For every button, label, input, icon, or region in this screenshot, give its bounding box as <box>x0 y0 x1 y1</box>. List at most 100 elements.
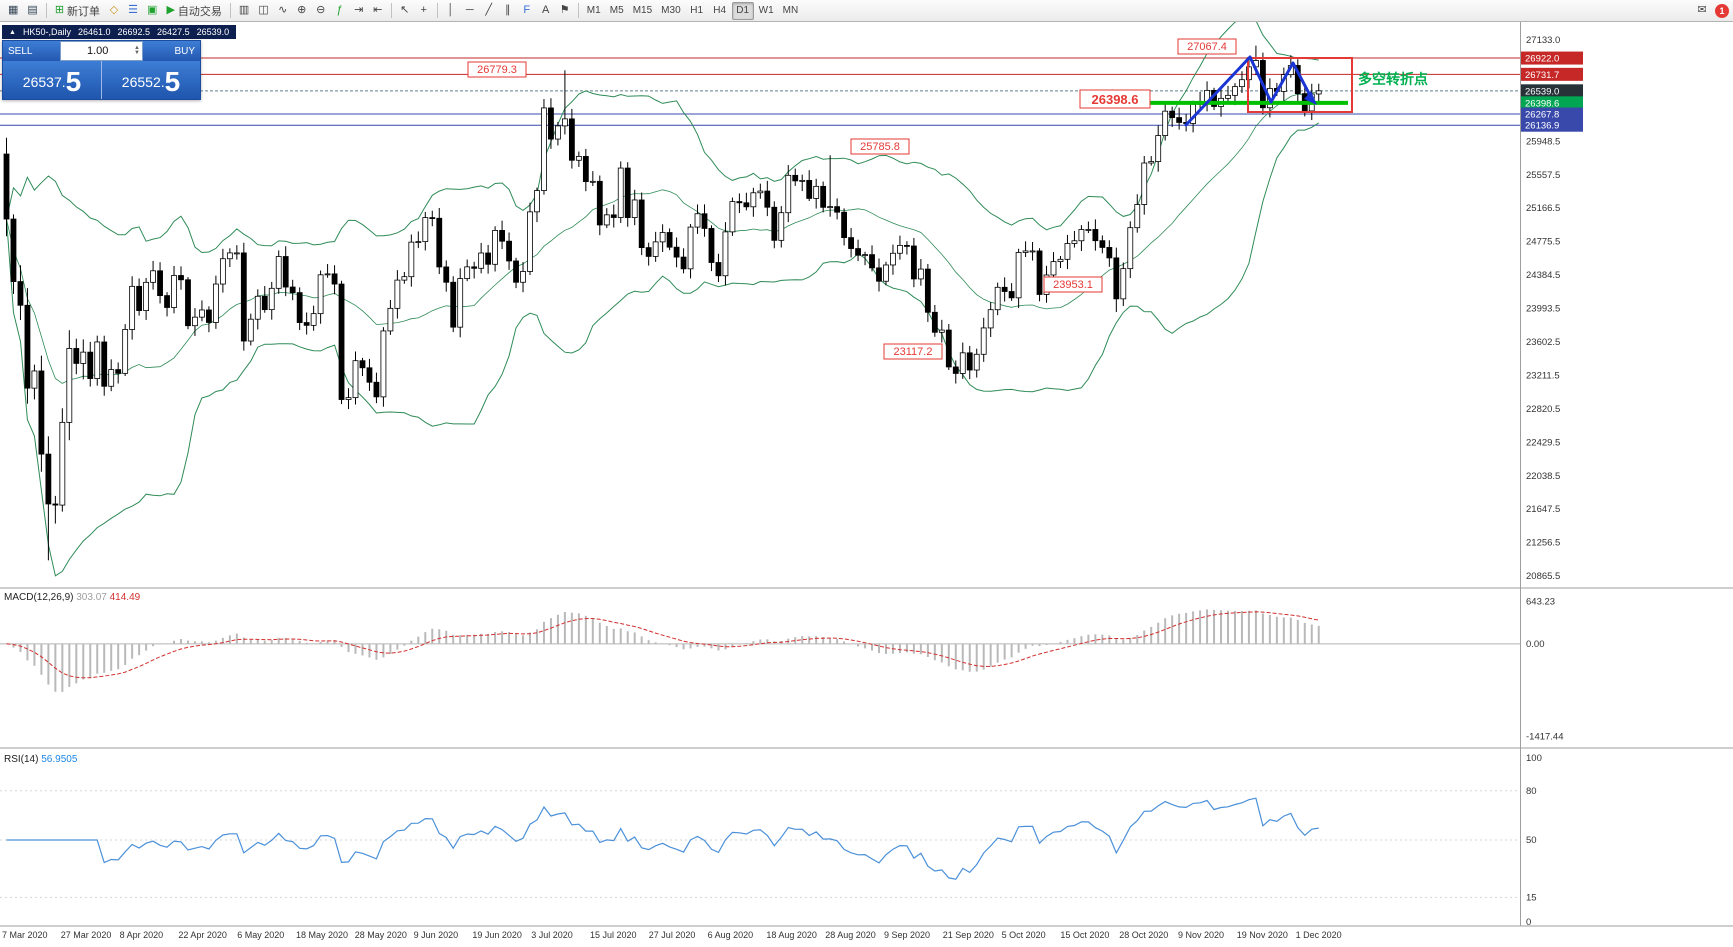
cursor-button[interactable]: ↖ <box>396 2 414 20</box>
date-axis-label: 9 Sep 2020 <box>884 930 930 940</box>
chart-canvas[interactable]: 26779.3 27067.4 26398.6 25785.8 23953.1 23117… <box>0 22 1733 947</box>
trendline-button[interactable]: ╱ <box>480 2 498 20</box>
arrows-tool-button[interactable]: ⚑ <box>556 2 574 20</box>
new-chart-icon: ▦ <box>8 4 19 16</box>
one-click-trading-panel: SELL 1.00 ▲ ▼ BUY 26537. 5 26552. 5 <box>2 40 201 100</box>
channel-button[interactable]: ∥ <box>499 2 517 20</box>
rsi-label: RSI(14) 56.9505 <box>4 754 78 765</box>
sell-price-main: 26537. <box>22 74 66 90</box>
terminal-button[interactable]: ▣ <box>143 2 161 20</box>
date-axis-label: 18 May 2020 <box>296 930 348 940</box>
date-axis-label: 8 Apr 2020 <box>120 930 164 940</box>
price-tag[interactable] <box>1521 84 1583 98</box>
chart-window: 26779.3 27067.4 26398.6 25785.8 23953.1 23117… <box>0 22 1733 947</box>
timeframe-m5-button[interactable]: M5 <box>606 2 628 20</box>
line-chart-icon: ∿ <box>278 4 288 16</box>
price-tag[interactable] <box>1521 67 1583 81</box>
crosshair-icon: + <box>420 4 427 16</box>
date-axis-label: 28 May 2020 <box>355 930 407 940</box>
fibonacci-button[interactable]: F <box>518 2 536 20</box>
highlight-rectangle[interactable] <box>1247 57 1353 113</box>
line-chart-button[interactable]: ∿ <box>274 2 292 20</box>
trend-arrow-head <box>1304 91 1317 105</box>
sell-price-button[interactable]: 26537. 5 <box>3 61 102 99</box>
buy-price-big-digit: 5 <box>164 66 181 97</box>
toolbar-separator <box>577 3 579 18</box>
timeframe-mn-button[interactable]: MN <box>779 2 803 20</box>
trend-arrow[interactable] <box>1183 55 1315 128</box>
volume-input[interactable]: 1.00 ▲ ▼ <box>60 41 143 61</box>
price-tag[interactable] <box>1521 107 1583 121</box>
price-axis-label: 25557.5 <box>1526 170 1560 181</box>
autotrade-play-icon: ▶ <box>166 4 175 16</box>
candles <box>3 45 1322 561</box>
date-axis-label: 21 Sep 2020 <box>943 930 994 940</box>
toolbar-separator <box>229 3 231 18</box>
auto-scroll-button[interactable]: ⇥ <box>350 2 368 20</box>
messages-icon: ✉ <box>1697 4 1707 16</box>
price-tag[interactable] <box>1521 118 1583 132</box>
notification-badge[interactable]: 1 <box>1715 3 1729 18</box>
price-annotation-box[interactable] <box>1043 276 1103 293</box>
price-annotation-box[interactable] <box>1079 89 1151 109</box>
navigator-button[interactable]: ☰ <box>124 2 142 20</box>
indicators-icon: ƒ <box>336 4 343 16</box>
timeframe-d1-button[interactable]: D1 <box>731 1 754 20</box>
timeframe-h1-button[interactable]: H1 <box>686 2 708 20</box>
timeframe-h4-button[interactable]: H4 <box>709 2 731 20</box>
market-watch-button[interactable]: ◇ <box>105 2 123 20</box>
price-tag[interactable] <box>1521 51 1583 65</box>
price-annotation-box[interactable] <box>467 61 527 78</box>
text-tool-button[interactable]: A <box>537 2 555 20</box>
price-axis-label: 25166.5 <box>1526 203 1560 214</box>
sell-button[interactable]: SELL <box>3 41 60 61</box>
timeframe-m30-button[interactable]: M30 <box>657 2 684 20</box>
price-tag-text: 26398.6 <box>1525 98 1559 109</box>
rsi-axis-label: 50 <box>1526 835 1537 846</box>
fibonacci-icon: F <box>523 4 531 16</box>
toolbar-separator <box>390 3 392 18</box>
indicators-button[interactable]: ƒ <box>331 2 349 20</box>
note-text[interactable]: 多空转折点 <box>1358 71 1428 87</box>
zoom-in-button[interactable]: ⊕ <box>293 2 311 20</box>
price-tag-text: 26731.7 <box>1525 70 1559 81</box>
vertical-line-icon: │ <box>447 4 455 16</box>
timeframe-m15-button[interactable]: M15 <box>629 2 656 20</box>
top-toolbar: ▦ ▤ ⊞ 新订单 ◇ ☰ ▣ ▶ 自动交易 ▥ ◫ ∿ ⊕ ⊖ ƒ ⇥ ⇤ ↖… <box>0 0 1733 22</box>
volume-down-icon[interactable]: ▼ <box>134 50 140 56</box>
collapse-arrow-icon[interactable]: ▲ <box>9 28 16 36</box>
volume-up-icon[interactable]: ▲ <box>134 45 140 51</box>
new-order-button[interactable]: ⊞ 新订单 <box>51 2 104 20</box>
buy-price-button[interactable]: 26552. 5 <box>102 61 200 99</box>
price-annotation-box[interactable] <box>850 138 910 155</box>
horizontal-line-button[interactable]: ─ <box>461 2 479 20</box>
bollinger-band-line <box>6 22 1319 254</box>
autotrade-button[interactable]: ▶ 自动交易 <box>162 2 225 20</box>
price-annotation-box[interactable] <box>1177 38 1237 55</box>
price-annotation-box[interactable] <box>883 343 943 360</box>
profiles-button[interactable]: ▤ <box>23 2 41 20</box>
price-axis-label: 25948.5 <box>1526 136 1560 147</box>
new-chart-button[interactable]: ▦ <box>4 2 22 20</box>
ohlc-close: 26539.0 <box>196 27 230 37</box>
zoom-out-button[interactable]: ⊖ <box>312 2 330 20</box>
date-axis-label: 9 Nov 2020 <box>1178 930 1224 940</box>
timeframe-m1-button[interactable]: M1 <box>583 2 605 20</box>
crosshair-button[interactable]: + <box>415 2 433 20</box>
chart-shift-button[interactable]: ⇤ <box>369 2 387 20</box>
vertical-line-button[interactable]: │ <box>442 2 460 20</box>
price-axis-label: 23602.5 <box>1526 337 1560 348</box>
price-tag[interactable] <box>1521 96 1583 110</box>
candle-chart-button[interactable]: ◫ <box>254 2 272 20</box>
price-tag-text: 26922.0 <box>1525 54 1559 65</box>
new-order-icon: ⊞ <box>54 4 65 16</box>
volume-spinner: ▲ ▼ <box>134 45 140 56</box>
text-tool-icon: A <box>542 4 550 16</box>
timeframe-w1-button[interactable]: W1 <box>755 2 778 20</box>
price-annotation-text: 26779.3 <box>477 64 517 76</box>
bar-chart-button[interactable]: ▥ <box>235 2 253 20</box>
messages-button[interactable]: ✉ <box>1693 2 1711 20</box>
macd-pane <box>0 609 1520 692</box>
buy-button[interactable]: BUY <box>143 41 200 61</box>
candle-chart-icon: ◫ <box>258 4 269 16</box>
